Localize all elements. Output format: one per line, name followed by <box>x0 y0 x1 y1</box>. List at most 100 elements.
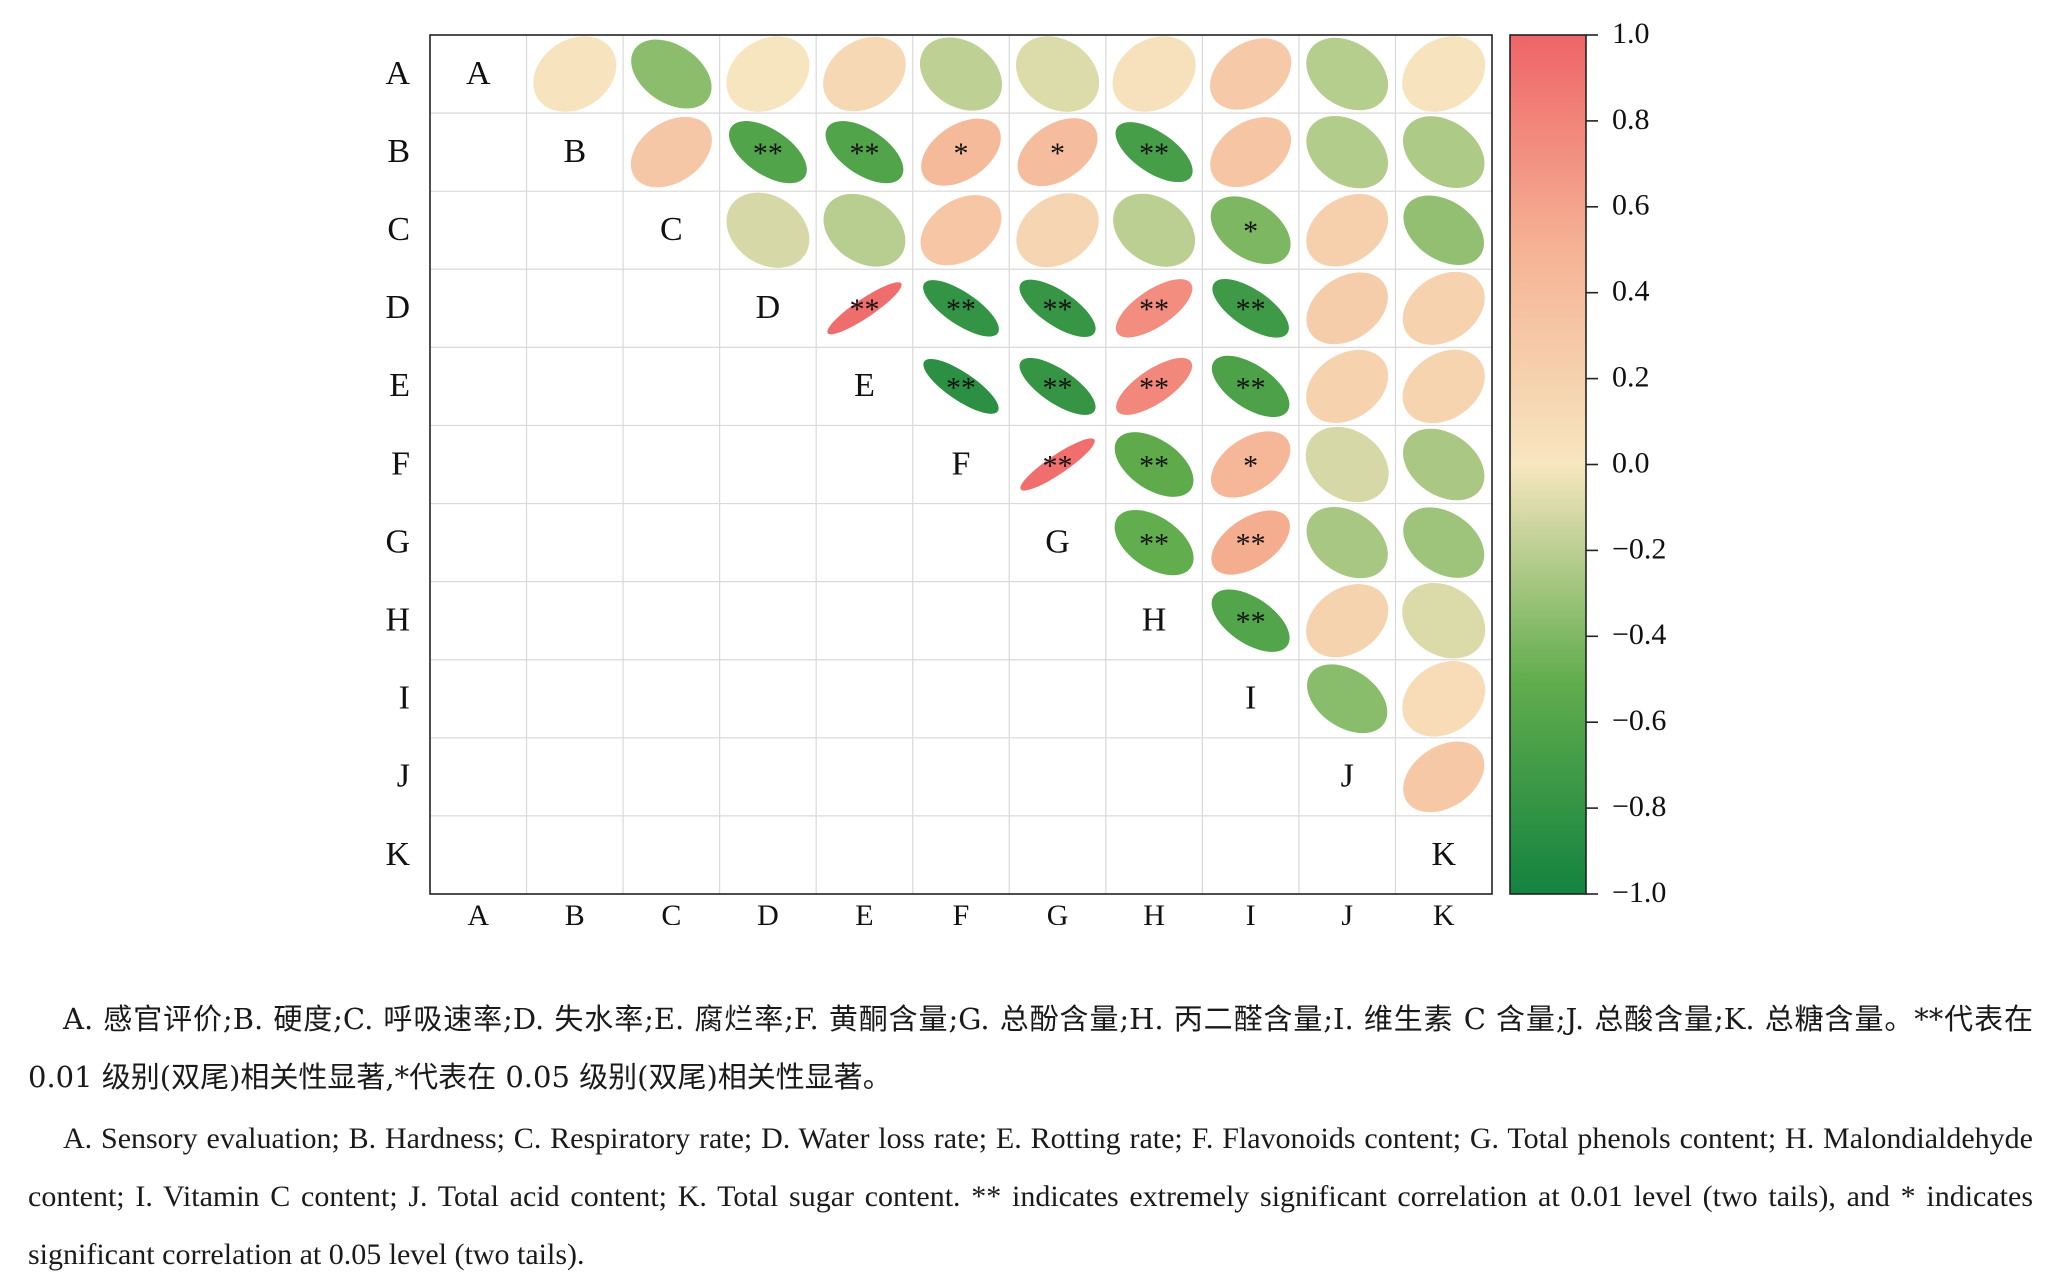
significance-mark: * <box>1243 449 1258 482</box>
correlation-ellipse <box>1402 36 1486 112</box>
significance-mark: ** <box>1139 371 1169 404</box>
row-label: G <box>385 523 410 560</box>
column-label: C <box>661 899 681 925</box>
colorbar-tick-label: 0.4 <box>1612 275 1650 308</box>
diagonal-label: B <box>563 133 586 170</box>
significance-mark: ** <box>1236 371 1266 404</box>
row-label: C <box>387 211 410 248</box>
correlation-ellipse <box>1211 355 1290 418</box>
significance-mark: ** <box>1139 527 1169 560</box>
row-label: D <box>385 289 410 326</box>
correlation-ellipse <box>921 118 1001 186</box>
column-label: G <box>1047 899 1069 925</box>
row-label: F <box>391 445 410 482</box>
correlation-ellipse <box>1210 117 1292 188</box>
colorbar-tick-label: −0.6 <box>1612 704 1666 737</box>
significance-mark: ** <box>1139 137 1169 170</box>
diagonal-label: D <box>756 289 781 326</box>
significance-mark: ** <box>1236 527 1266 560</box>
correlation-ellipse <box>920 195 1002 266</box>
correlation-ellipse <box>1114 432 1194 497</box>
correlation-ellipse <box>1017 118 1098 187</box>
row-labels: A B C D E F G H I J K <box>385 55 410 873</box>
row-label: K <box>385 836 410 873</box>
significance-mark: ** <box>1139 293 1169 326</box>
colorbar-tick-label: −0.8 <box>1612 790 1666 823</box>
diagonal-label: E <box>854 367 875 404</box>
correlation-ellipse <box>1306 37 1389 111</box>
colorbar-tick-label: −1.0 <box>1612 876 1666 909</box>
correlation-ellipse <box>1306 584 1389 658</box>
correlation-ellipse <box>1307 664 1388 734</box>
correlation-ellipse <box>1113 193 1196 267</box>
matrix-cells: AB ** ** * * **C *D ** ** ** ** **E ** ** ** **F ** ** *G *… <box>466 36 1486 873</box>
correlation-ellipse <box>1211 589 1290 652</box>
correlation-ellipse <box>728 121 807 184</box>
significance-mark: * <box>1050 137 1065 170</box>
significance-mark: ** <box>1139 449 1169 482</box>
column-label: J <box>1341 899 1353 925</box>
correlation-ellipse <box>533 36 617 112</box>
diagonal-label: G <box>1045 523 1070 560</box>
column-labels: A B C D E F G H I J K <box>467 899 1454 925</box>
row-label: E <box>389 367 410 404</box>
column-label: I <box>1246 899 1256 925</box>
correlation-ellipse <box>1306 506 1388 579</box>
correlation-ellipse <box>1402 271 1485 345</box>
correlation-ellipse <box>1402 116 1485 189</box>
significance-mark: ** <box>753 137 783 170</box>
correlation-ellipse <box>1212 279 1289 338</box>
correlation-ellipse <box>1306 272 1388 345</box>
correlation-ellipse <box>1402 582 1486 659</box>
significance-mark: ** <box>946 293 976 326</box>
correlation-ellipse <box>1019 357 1096 415</box>
diagonal-label: A <box>466 55 491 92</box>
correlation-ellipse <box>1306 193 1389 267</box>
correlation-ellipse <box>1112 36 1196 112</box>
correlation-ellipse <box>630 116 712 188</box>
correlation-ellipse <box>923 359 999 414</box>
colorbar-tick-label: 0.8 <box>1612 103 1650 136</box>
diagonal-label: H <box>1142 601 1167 638</box>
correlation-ellipse <box>1210 196 1291 265</box>
correlation-ellipse <box>1403 428 1485 501</box>
colorbar-tick-label: 0.0 <box>1612 446 1650 479</box>
column-label: A <box>467 899 489 925</box>
correlation-ellipse <box>1402 349 1485 424</box>
correlation-ellipse <box>1306 116 1389 189</box>
row-label: A <box>385 55 410 92</box>
significance-mark: ** <box>1043 371 1073 404</box>
diagonal-label: C <box>660 211 683 248</box>
figure-caption-chinese: A. 感官评价;B. 硬度;C. 呼吸速率;D. 失水率;E. 腐烂率;F. 黄… <box>28 1002 2033 1094</box>
correlation-matrix-chart: AB ** ** * * **C *D ** ** ** ** **E ** ** ** **F ** ** *G *… <box>385 17 1666 925</box>
column-label: H <box>1143 899 1165 925</box>
row-label: J <box>397 758 410 795</box>
row-label: B <box>387 133 410 170</box>
colorbar: 1.0 0.8 0.6 0.4 0.2 0.0 −0.2 −0.4 −0.6 −0.8 −1.0 <box>1509 17 1666 909</box>
correlation-ellipse <box>1115 122 1193 183</box>
significance-mark: ** <box>1043 449 1073 482</box>
correlation-ellipse <box>923 280 999 337</box>
correlation-ellipse <box>726 192 810 268</box>
correlation-ellipse <box>1403 195 1485 265</box>
correlation-ellipse <box>1209 38 1292 110</box>
colorbar-ticks: 1.0 0.8 0.6 0.4 0.2 0.0 −0.2 −0.4 −0.6 −0.8 −1.0 <box>1586 17 1666 909</box>
correlation-ellipse <box>1020 438 1095 491</box>
correlation-ellipse <box>823 193 906 267</box>
correlation-ellipse <box>726 36 810 112</box>
significance-mark: * <box>1243 215 1258 248</box>
colorbar-tick-label: 1.0 <box>1612 17 1650 50</box>
colorbar-tick-label: −0.2 <box>1612 532 1666 565</box>
correlation-ellipse <box>1403 507 1485 578</box>
correlation-ellipse <box>1116 357 1193 415</box>
diagonal-label: F <box>952 445 971 482</box>
correlation-ellipse <box>631 39 712 109</box>
matrix-frame <box>429 34 1493 895</box>
correlation-ellipse <box>1211 510 1290 575</box>
significance-mark: ** <box>946 371 976 404</box>
correlation-ellipse <box>1016 36 1100 112</box>
colorbar-rect <box>1509 34 1587 895</box>
diagonal-label: J <box>1341 758 1354 795</box>
significance-mark: ** <box>1236 293 1266 326</box>
correlation-ellipse <box>1305 426 1389 503</box>
